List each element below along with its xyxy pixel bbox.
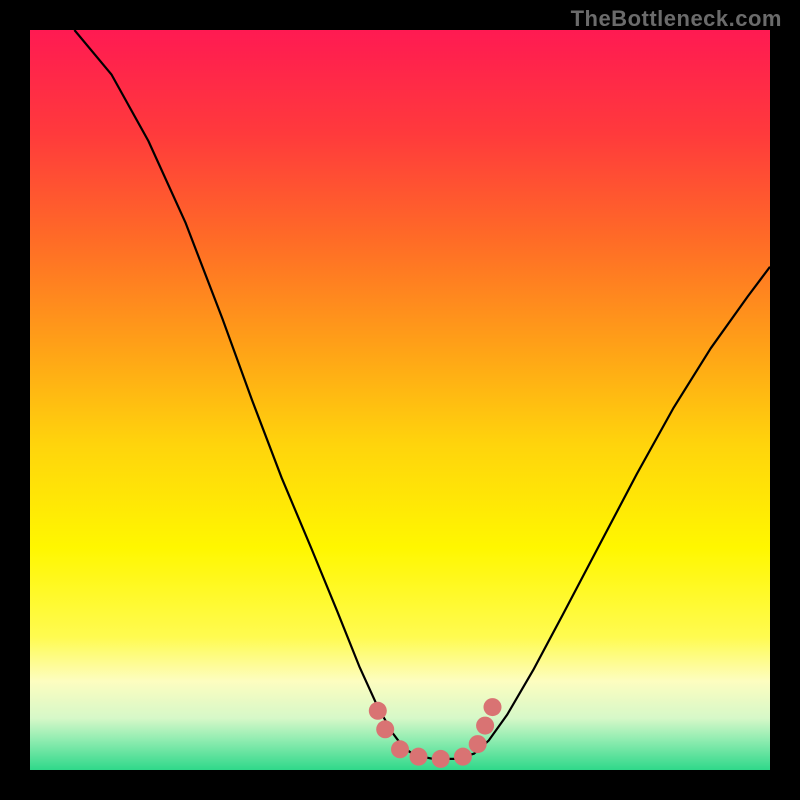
marker-dot [476,717,494,735]
plot-area [30,30,770,770]
marker-dot [376,720,394,738]
marker-dot [432,750,450,768]
marker-dot [454,748,472,766]
watermark: TheBottleneck.com [571,6,782,32]
marker-dot [391,740,409,758]
marker-dot [469,735,487,753]
marker-dot [410,748,428,766]
marker-dot [484,698,502,716]
gradient-background [30,30,770,770]
marker-dot [369,702,387,720]
plot-svg [30,30,770,770]
canvas: TheBottleneck.com [0,0,800,800]
